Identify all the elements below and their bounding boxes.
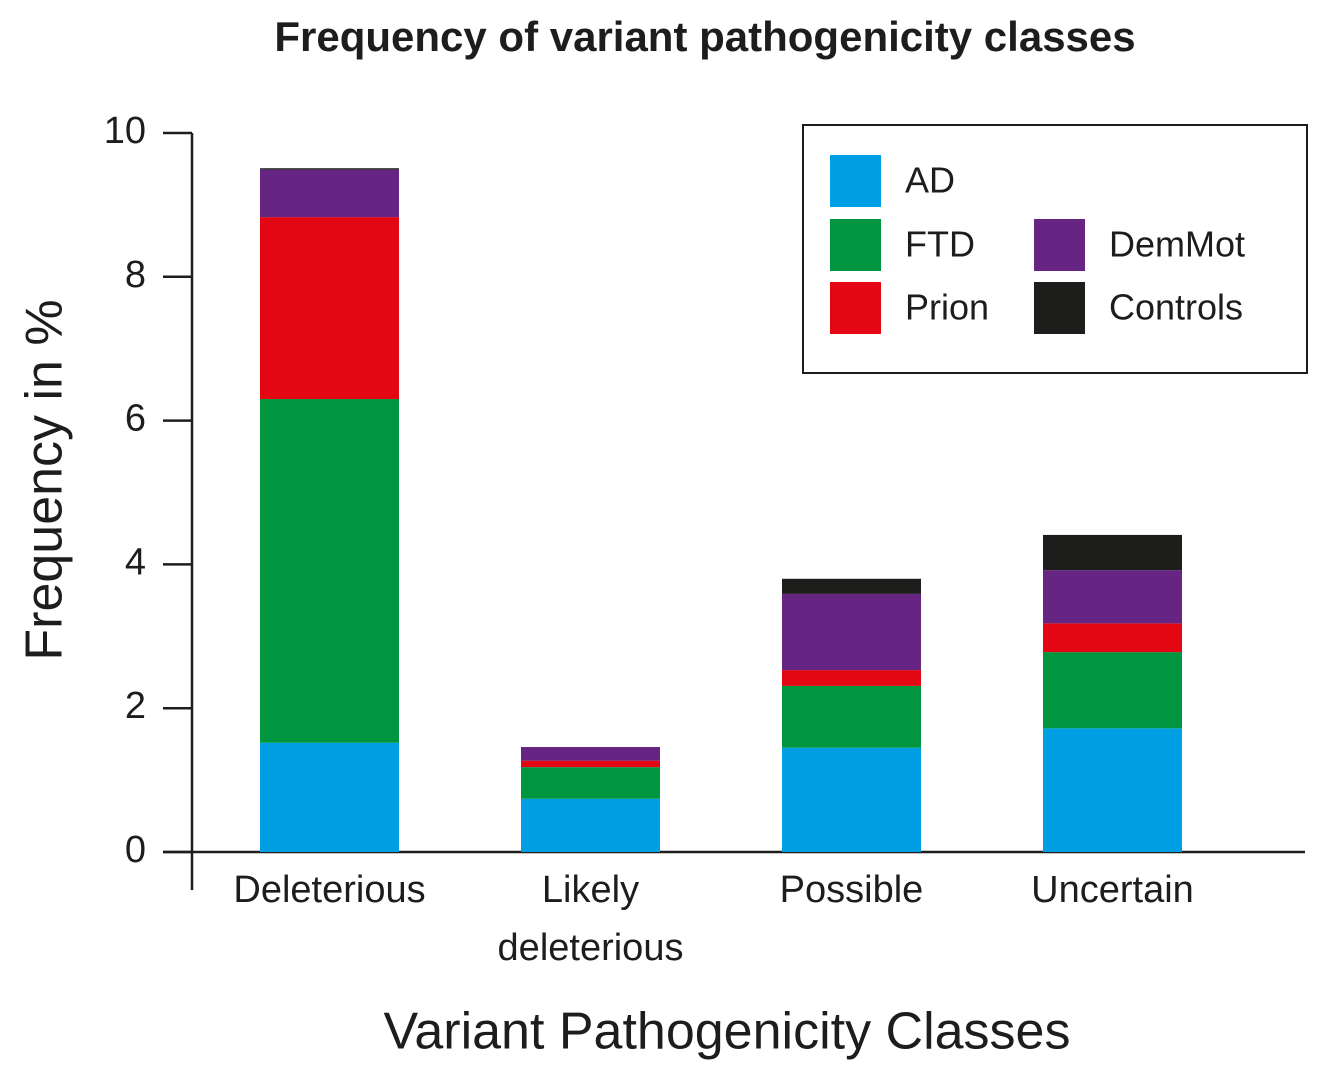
legend-label: Controls: [1109, 287, 1243, 328]
bar-segment: [782, 670, 921, 686]
y-tick-label: 8: [125, 254, 146, 296]
bar-segment: [782, 578, 921, 594]
legend-label: DemMot: [1109, 224, 1245, 265]
x-tick-label: Uncertain: [1031, 869, 1194, 911]
legend-swatch: [830, 219, 881, 271]
legend-label: FTD: [905, 224, 975, 265]
bar-segment: [1043, 570, 1182, 624]
chart-title: Frequency of variant pathogenicity class…: [274, 13, 1135, 60]
bar-segment: [1043, 728, 1182, 852]
bar-segment: [521, 767, 660, 799]
bar-segment: [260, 168, 399, 170]
legend-label: Prion: [905, 287, 989, 328]
bar-segment: [782, 747, 921, 852]
bar-segment: [782, 685, 921, 748]
legend-swatch: [830, 155, 881, 207]
y-axis-label: Frequency in %: [16, 299, 74, 660]
bar-segment: [1043, 623, 1182, 653]
y-tick-label: 10: [104, 110, 146, 152]
x-tick-label: Deleterious: [233, 869, 425, 911]
bar-segment: [260, 217, 399, 400]
legend-swatch: [1034, 282, 1085, 334]
bar-segment: [260, 169, 399, 218]
legend-swatch: [830, 282, 881, 334]
x-tick-label: Likely deleterious: [498, 869, 684, 969]
bar-segment: [521, 747, 660, 761]
y-tick-label: 0: [125, 829, 146, 871]
y-tick-label: 4: [125, 541, 146, 583]
legend-label: AD: [905, 160, 955, 201]
x-axis-label: Variant Pathogenicity Classes: [384, 1003, 1071, 1061]
bar-segment: [782, 593, 921, 671]
bar-segment: [1043, 534, 1182, 571]
y-tick-label: 6: [125, 398, 146, 440]
y-tick-label: 2: [125, 685, 146, 727]
bar-segment: [260, 742, 399, 852]
bar-segment: [260, 399, 399, 743]
bar-segment: [1043, 652, 1182, 729]
x-tick-label: Possible: [780, 869, 924, 911]
legend-swatch: [1034, 219, 1085, 271]
bar-segment: [521, 798, 660, 852]
bar-segment: [521, 760, 660, 768]
